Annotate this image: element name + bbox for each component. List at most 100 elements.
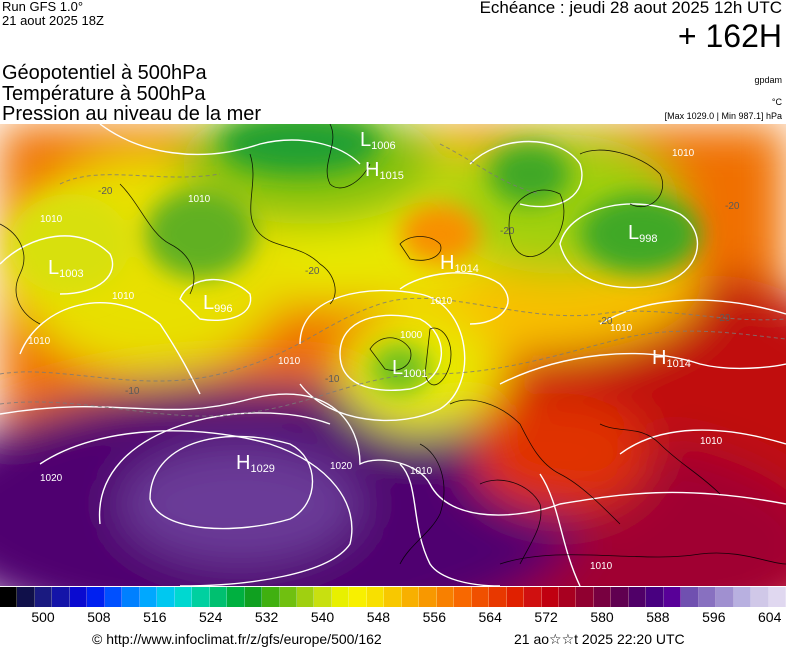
colorbar-swatch: [628, 587, 647, 607]
isobar-label: 1010: [430, 296, 453, 307]
colorbar-swatch: [69, 587, 88, 607]
isobar-label: 1010: [700, 436, 723, 447]
isotherm-labels: -20 -20 -20 -20 -10 -10 -20 -20: [98, 186, 740, 397]
colorbar-swatch: [471, 587, 490, 607]
colorbar-tick-label: 564: [478, 609, 502, 625]
colorbar-swatch: [139, 587, 158, 607]
colorbar-swatch: [541, 587, 559, 607]
isotherm-label: -20: [716, 313, 731, 324]
colorbar-swatch: [296, 587, 315, 607]
colorbar-swatch: [244, 587, 263, 607]
colorbar-swatch: [262, 587, 280, 607]
colorbar-tick-label: 500: [31, 609, 55, 625]
colorbar: [0, 587, 786, 607]
colorbar-tick-label: 508: [87, 609, 111, 625]
colorbar-swatch: [663, 587, 682, 607]
colorbar-swatch: [611, 587, 629, 607]
pressure-system-high: H1014: [652, 347, 691, 370]
colorbar-ticks: 500 508 516 524 532 540 548 556 564 572 580 588 596 6…: [0, 609, 786, 629]
source-credit[interactable]: © http://www.infoclimat.fr/z/gfs/europe/…: [92, 631, 382, 647]
colorbar-swatch: [227, 587, 245, 607]
colorbar-tick-label: 524: [199, 609, 223, 625]
isobar-label: 1010: [28, 336, 51, 347]
pressure-system-high: H1014: [440, 252, 479, 275]
colorbar-swatch: [157, 587, 175, 607]
isotherm-label: -20: [98, 186, 113, 197]
isobar-label: 1020: [330, 461, 353, 472]
colorbar-tick-label: 540: [310, 609, 335, 625]
isobar-label: 1010: [188, 194, 211, 205]
pressure-system-high: H1029: [236, 452, 275, 475]
field-title-temperature: Température à 500hPa: [2, 83, 206, 105]
colorbar-swatch: [87, 587, 105, 607]
colorbar-swatch: [436, 587, 455, 607]
colorbar-swatch: [366, 587, 385, 607]
pressure-system-low: L1003: [48, 257, 84, 280]
run-label: Run GFS 1.0°: [2, 0, 84, 14]
pressure-systems: L1006 H1015 H1014 L1003 L996 L998 L1001 …: [48, 129, 691, 475]
colorbar-tick-label: 596: [702, 609, 726, 625]
colorbar-swatch: [646, 587, 664, 607]
colorbar-swatch: [384, 587, 402, 607]
colorbar-swatch: [401, 587, 420, 607]
colorbar-swatch: [454, 587, 472, 607]
field-title-geopotential: Géopotentiel à 500hPa: [2, 62, 207, 84]
pressure-system-low: L1006: [360, 129, 396, 152]
pressure-system-low: L998: [628, 222, 657, 245]
unit-temperature: °C: [771, 97, 782, 107]
isobar-label: 1010: [410, 466, 433, 477]
colorbar-swatch: [733, 587, 752, 607]
colorbar-swatch: [768, 587, 786, 607]
isotherm-label: -10: [325, 374, 340, 385]
colorbar-swatch: [751, 587, 769, 607]
lead-time: + 162H: [677, 18, 782, 54]
isobar-labels: 1010 1010 1010 1010 1010 1010 1010 1020 …: [28, 148, 723, 572]
colorbar-swatch: [52, 587, 70, 607]
isotherm-label: -10: [125, 386, 140, 397]
colorbar-tick-label: 532: [254, 609, 279, 625]
isotherms: [0, 143, 786, 417]
colorbar-tick-label: 556: [422, 609, 446, 625]
pressure-range: [Max 1029.0 | Min 987.1] hPa: [664, 111, 782, 121]
pressure-system-low: L996: [203, 292, 232, 315]
isotherm-label: -20: [598, 316, 613, 327]
colorbar-swatch: [122, 587, 140, 607]
isobar-label: 1010: [40, 214, 63, 225]
field-title-pressure: Pression au niveau de la mer: [2, 103, 262, 125]
unit-geopotential: gpdam: [754, 75, 782, 85]
isobar-label: 1010: [590, 561, 613, 572]
colorbar-swatch: [559, 587, 577, 607]
run-date: 21 aout 2025 18Z: [2, 13, 104, 28]
coastlines: [0, 124, 786, 565]
isobar-label: 1010: [278, 356, 301, 367]
colorbar-swatch: [349, 587, 367, 607]
colorbar-tick-label: 604: [758, 609, 782, 625]
colorbar-swatch: [34, 587, 53, 607]
cold-cores: [10, 124, 700, 394]
colorbar-tick-label: 548: [366, 609, 391, 625]
colorbar-tick-label: 588: [646, 609, 670, 625]
colorbar-swatch: [419, 587, 437, 607]
colorbar-swatch: [681, 587, 699, 607]
colorbar-swatch: [331, 587, 350, 607]
forecast-valid-time: Echéance : jeudi 28 aout 2025 12h UTC: [479, 0, 782, 17]
colorbar-swatch: [593, 587, 612, 607]
pressure-system-high: H1015: [365, 159, 404, 182]
colorbar-swatch: [698, 587, 717, 607]
colorbar-swatch: [279, 587, 297, 607]
colorbar-swatch: [489, 587, 507, 607]
isobar-label: 1010: [610, 323, 633, 334]
colorbar-swatch: [314, 587, 332, 607]
weather-map[interactable]: L1006 H1015 H1014 L1003 L996 L998 L1001 …: [0, 124, 786, 586]
isotherm-label: -20: [725, 201, 740, 212]
colorbar-swatch: [524, 587, 542, 607]
colorbar-swatch: [192, 587, 210, 607]
colorbar-swatch: [17, 587, 35, 607]
isobar-label: 1010: [672, 148, 695, 159]
colorbar-swatch: [104, 587, 123, 607]
colorbar-swatch: [506, 587, 525, 607]
colorbar-tick-label: 516: [143, 609, 167, 625]
colorbar-tick-label: 572: [534, 609, 558, 625]
colorbar-swatch: [0, 587, 18, 607]
colorbar-swatch: [209, 587, 228, 607]
